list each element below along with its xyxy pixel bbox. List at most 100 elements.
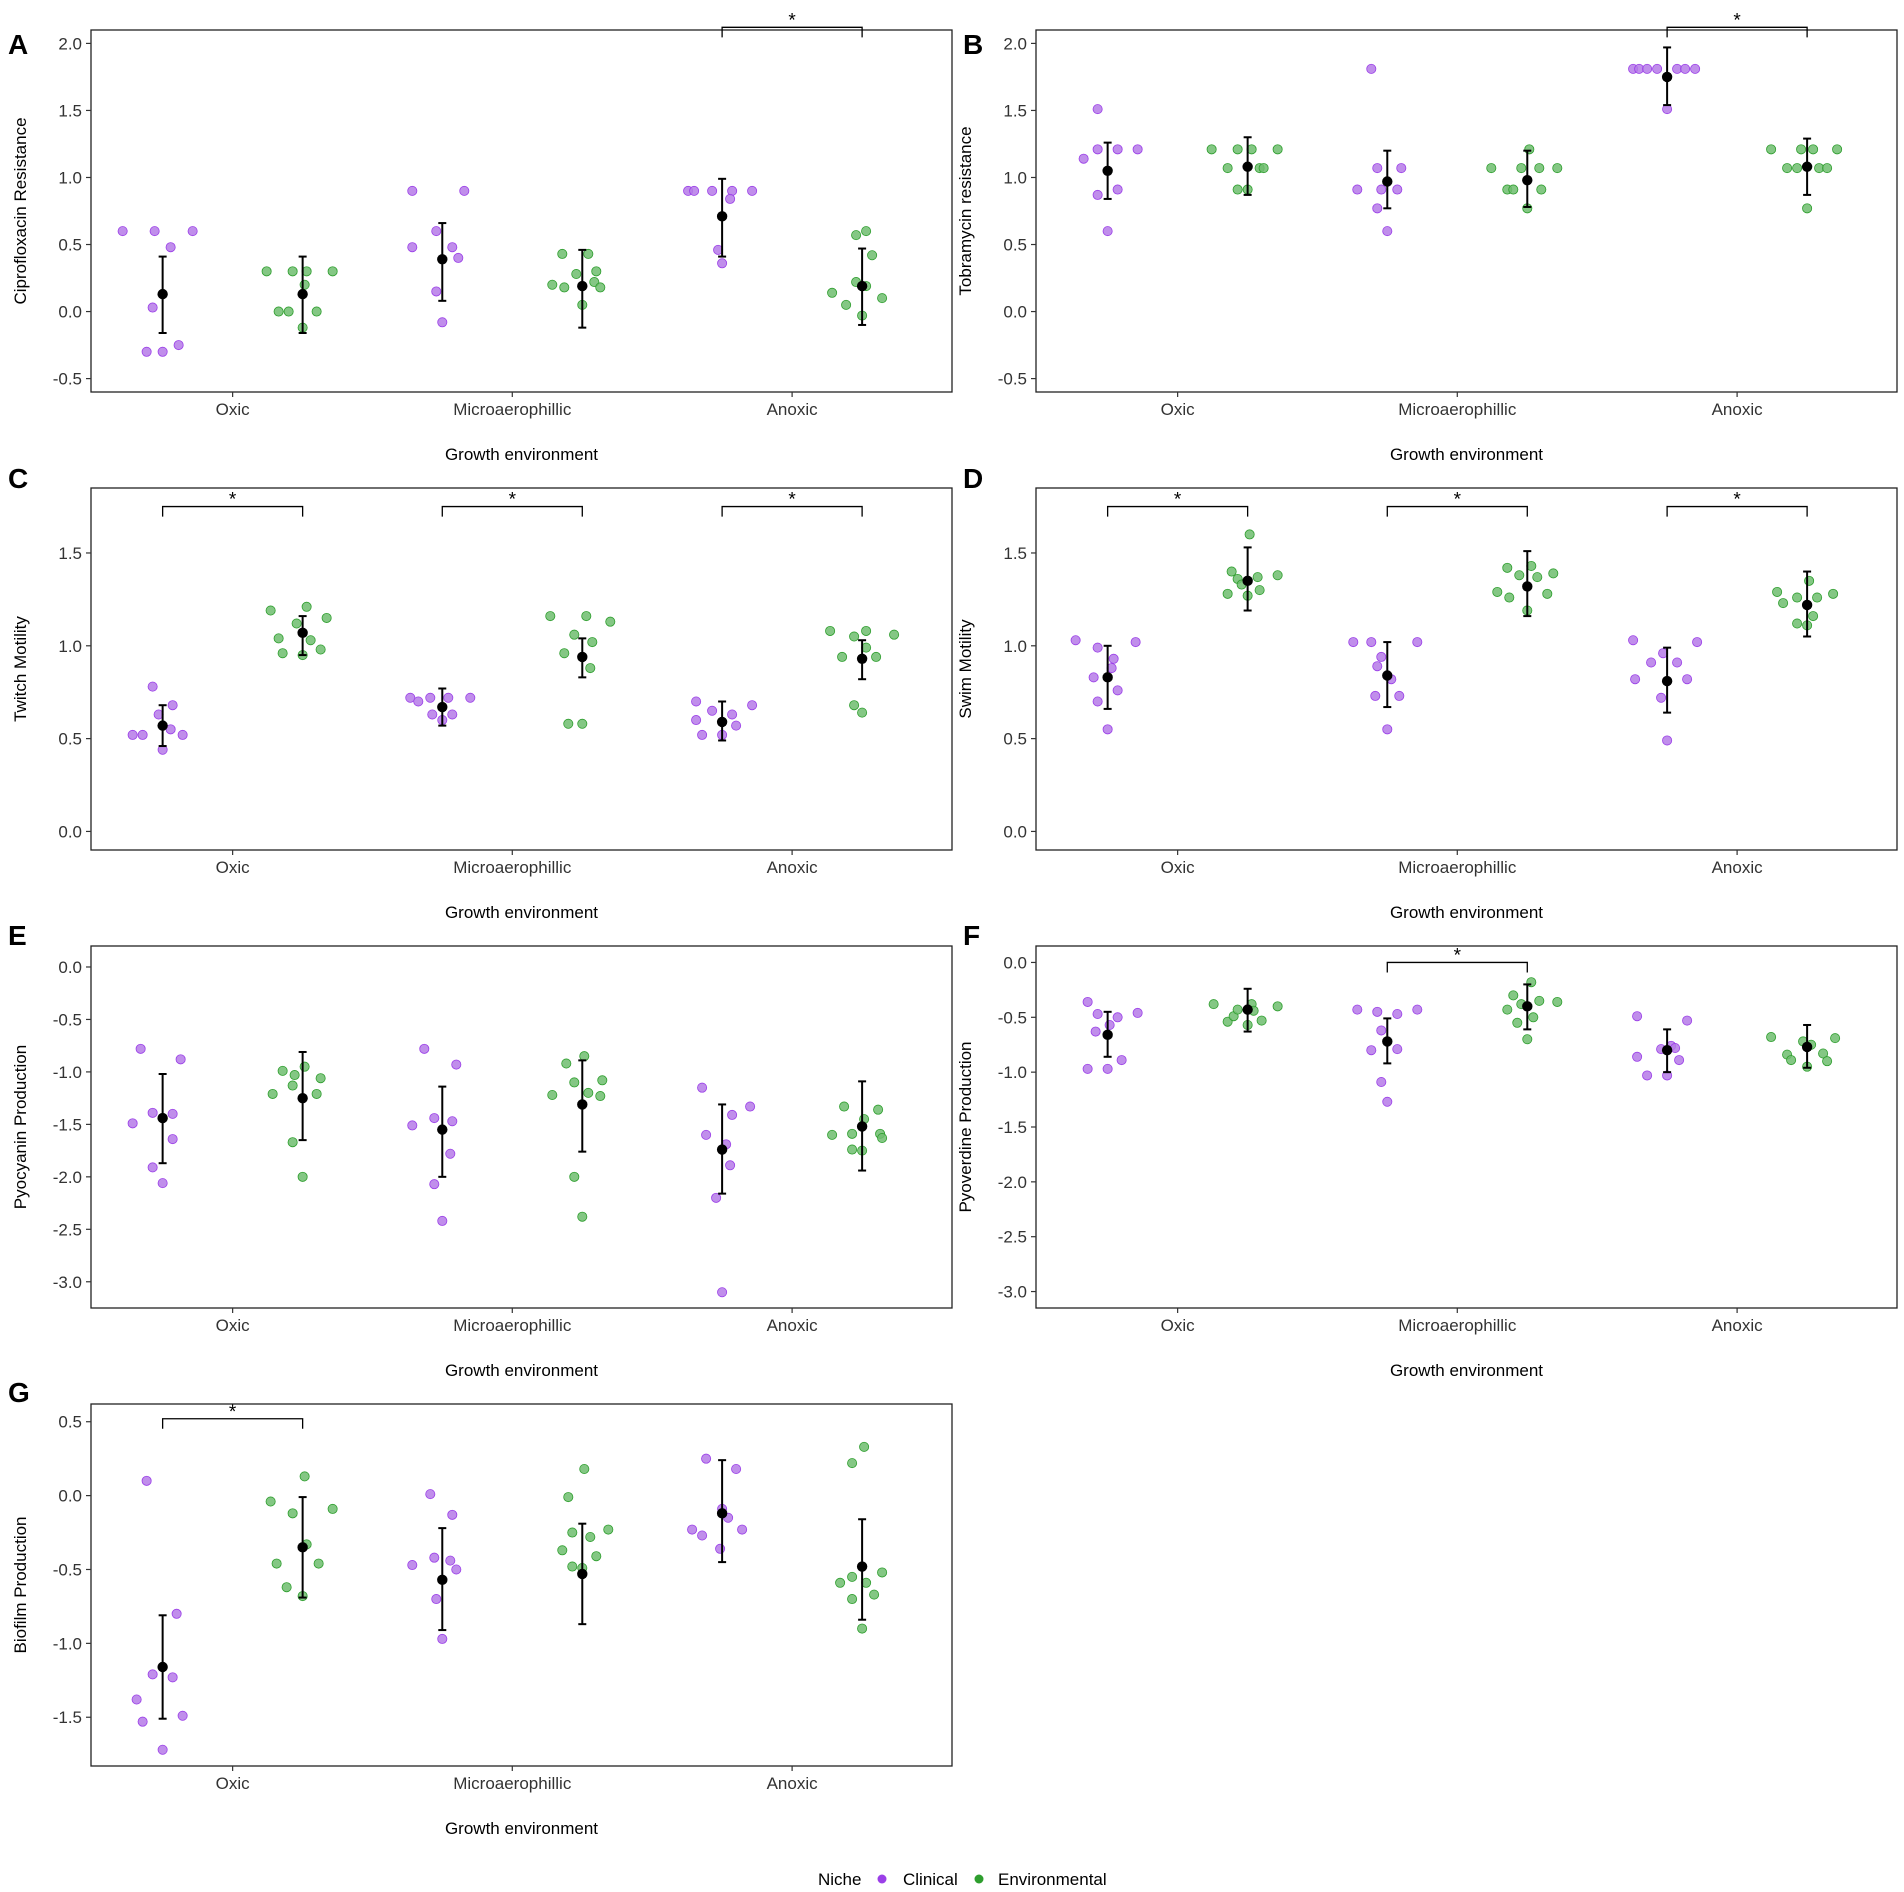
y-tick-label: 1.0 bbox=[58, 637, 82, 656]
data-point-clinical bbox=[717, 258, 728, 269]
y-tick-label: -1.0 bbox=[53, 1634, 82, 1653]
data-point-clinical bbox=[1102, 1063, 1113, 1074]
data-point-clinical bbox=[701, 1453, 712, 1464]
data-point-environmental bbox=[557, 248, 568, 259]
data-point-environmental bbox=[1232, 1004, 1243, 1015]
group-clinical-oxic bbox=[1070, 635, 1141, 735]
data-point-environmental bbox=[877, 293, 888, 304]
data-point-environmental bbox=[1552, 996, 1563, 1007]
data-point-clinical bbox=[1392, 1009, 1403, 1020]
data-point-environmental bbox=[605, 616, 616, 627]
data-point-clinical bbox=[405, 692, 416, 703]
mean-marker bbox=[437, 254, 448, 265]
x-tick-label: Anoxic bbox=[1712, 1316, 1764, 1335]
data-point-environmental bbox=[1548, 568, 1559, 579]
x-tick-label: Oxic bbox=[1161, 858, 1196, 877]
data-point-clinical bbox=[147, 1162, 158, 1173]
data-point-clinical bbox=[1130, 637, 1141, 648]
data-point-environmental bbox=[301, 601, 312, 612]
y-tick-label: 1.5 bbox=[1003, 101, 1027, 120]
mean-marker bbox=[1242, 1004, 1253, 1015]
data-point-clinical bbox=[1656, 692, 1667, 703]
data-point-environmental bbox=[1502, 1004, 1513, 1015]
data-point-environmental bbox=[581, 611, 592, 622]
data-point-environmental bbox=[1272, 570, 1283, 581]
data-point-clinical bbox=[407, 1120, 418, 1131]
y-tick-label: -2.5 bbox=[53, 1220, 82, 1239]
data-point-environmental bbox=[287, 1137, 298, 1148]
data-point-clinical bbox=[1366, 637, 1377, 648]
x-tick-label: Anoxic bbox=[1712, 400, 1764, 419]
data-point-clinical bbox=[427, 709, 438, 720]
data-point-environmental bbox=[577, 718, 588, 729]
data-point-clinical bbox=[1112, 184, 1123, 195]
data-point-clinical bbox=[1628, 635, 1639, 646]
group-clinical-microaerophillic bbox=[407, 185, 470, 328]
group-clinical-anoxic bbox=[1628, 635, 1703, 746]
x-tick-label: Microaerophillic bbox=[453, 400, 572, 419]
group-environmental-microaerophillic bbox=[1502, 977, 1563, 1045]
data-point-environmental bbox=[1766, 1032, 1777, 1043]
data-point-clinical bbox=[187, 226, 198, 237]
x-axis-title: Growth environment bbox=[1390, 1361, 1543, 1380]
group-environmental-anoxic bbox=[1766, 137, 1843, 214]
data-point-clinical bbox=[1102, 226, 1113, 237]
data-point-environmental bbox=[1232, 184, 1243, 195]
y-axis-title: Tobramycin resistance bbox=[956, 126, 975, 295]
data-point-environmental bbox=[1796, 144, 1807, 155]
y-tick-label: 0.0 bbox=[58, 303, 82, 322]
group-environmental-oxic bbox=[261, 255, 338, 335]
y-tick-label: -0.5 bbox=[53, 1560, 82, 1579]
data-point-environmental bbox=[603, 1524, 614, 1535]
panel-letter-a: A bbox=[8, 29, 28, 60]
data-point-clinical bbox=[1348, 637, 1359, 648]
data-point-environmental bbox=[583, 248, 594, 259]
data-point-clinical bbox=[1376, 184, 1387, 195]
mean-marker bbox=[1102, 672, 1113, 683]
panel-a: A -0.5 0.0 0.5 1.0 1.5 2.0 Oxic Microaerophillic… bbox=[8, 10, 953, 464]
group-clinical-anoxic bbox=[691, 696, 758, 742]
data-point-clinical bbox=[429, 1179, 440, 1190]
y-tick-label: 0.0 bbox=[58, 822, 82, 841]
legend-marker-environmental bbox=[974, 1874, 984, 1884]
y-tick-label: -1.0 bbox=[53, 1063, 82, 1082]
group-clinical-oxic bbox=[131, 1475, 188, 1755]
group-environmental-anoxic bbox=[827, 1080, 888, 1172]
data-point-environmental bbox=[287, 1508, 298, 1519]
data-point-environmental bbox=[321, 612, 332, 623]
data-point-environmental bbox=[869, 1589, 880, 1600]
mean-marker bbox=[577, 651, 588, 663]
y-tick-label: 0.0 bbox=[1003, 303, 1027, 322]
group-environmental-oxic bbox=[265, 601, 332, 661]
group-environmental-microaerophillic bbox=[1492, 550, 1559, 618]
data-point-environmental bbox=[1492, 586, 1503, 597]
panel-letter-e: E bbox=[8, 920, 27, 951]
data-point-clinical bbox=[717, 1287, 728, 1298]
data-point-environmental bbox=[587, 637, 598, 648]
data-point-clinical bbox=[1088, 672, 1099, 683]
x-tick-label: Microaerophillic bbox=[453, 1316, 572, 1335]
panel-letter-b: B bbox=[963, 29, 983, 60]
group-environmental-oxic bbox=[1222, 529, 1283, 612]
data-point-clinical bbox=[1382, 724, 1393, 735]
data-point-clinical bbox=[1366, 63, 1377, 74]
data-point-clinical bbox=[173, 340, 184, 351]
data-point-environmental bbox=[827, 1129, 838, 1140]
y-axis-title: Twitch Motility bbox=[11, 616, 30, 722]
plot-frame bbox=[1035, 945, 1898, 1309]
panel-f: F -3.0 -2.5 -2.0 -1.5 -1.0 -0.5 0.0 Oxic Microaer… bbox=[956, 920, 1898, 1380]
data-point-clinical bbox=[431, 286, 442, 297]
x-tick-label: Microaerophillic bbox=[453, 858, 572, 877]
y-tick-label: 0.5 bbox=[58, 730, 82, 749]
data-point-environmental bbox=[557, 1545, 568, 1556]
mean-marker bbox=[577, 1568, 588, 1580]
data-point-environmental bbox=[299, 279, 310, 290]
y-tick-label: -0.5 bbox=[998, 1008, 1027, 1027]
group-clinical-oxic bbox=[117, 226, 198, 357]
group-environmental-oxic bbox=[1206, 136, 1283, 196]
group-environmental-oxic bbox=[267, 1050, 326, 1182]
y-tick-label: 0.5 bbox=[1003, 730, 1027, 749]
y-tick-label: -0.5 bbox=[53, 370, 82, 389]
data-point-environmental bbox=[1542, 588, 1553, 599]
group-environmental-anoxic bbox=[827, 226, 888, 326]
